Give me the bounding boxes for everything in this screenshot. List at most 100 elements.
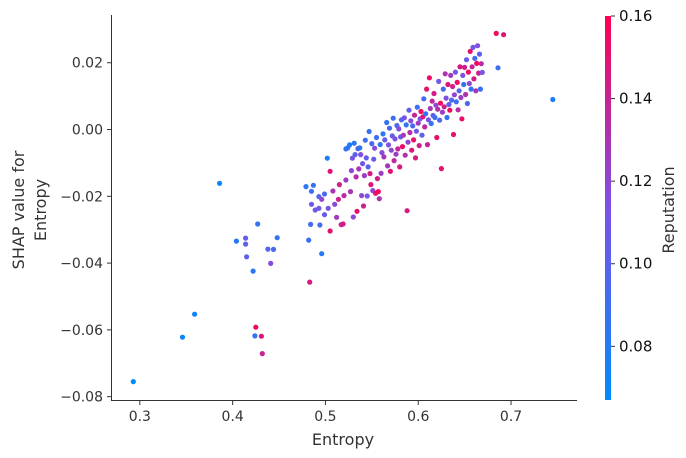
y-axis-title-line-2: Entropy (31, 179, 50, 241)
scatter-point (453, 99, 459, 105)
scatter-point (470, 44, 476, 51)
scatter-point (446, 101, 452, 108)
scatter-point (376, 196, 382, 202)
scatter-point (340, 221, 346, 227)
scatter-point (471, 76, 477, 82)
scatter-point (258, 333, 264, 339)
scatter-point (243, 235, 249, 241)
scatter-point (459, 116, 465, 122)
colorbar-ticks: 0.08 0.10 0.12 0.14 0.16 (611, 7, 652, 355)
scatter-point (351, 140, 357, 146)
scatter-point (363, 155, 369, 161)
scatter-point (424, 86, 430, 92)
scatter-point (468, 86, 474, 92)
scatter-point (426, 75, 432, 81)
scatter-point (421, 96, 427, 102)
scatter-point (493, 30, 499, 36)
scatter-point (357, 145, 363, 151)
scatter-point (308, 221, 314, 227)
scatter-point (350, 214, 356, 220)
scatter-point (463, 57, 470, 63)
colorbar-label: Reputation (659, 166, 678, 253)
scatter-point (130, 379, 136, 385)
scatter-point (382, 137, 388, 143)
scatter-point (423, 111, 429, 117)
scatter-point (450, 83, 456, 90)
scatter-point (428, 120, 434, 127)
scatter-point (452, 69, 458, 75)
scatter-point (463, 91, 469, 98)
scatter-point (354, 208, 360, 214)
y-axis-title: SHAP value for Entropy (9, 150, 50, 269)
scatter-point (455, 107, 461, 113)
scatter-point (472, 55, 478, 62)
scatter-point (477, 86, 483, 92)
scatter-point (411, 137, 417, 143)
scatter-point (259, 351, 265, 357)
scatter-point (321, 212, 328, 218)
scatter-point (371, 156, 377, 162)
scatter-point (457, 64, 463, 70)
colorbar-tick-label: 0.16 (619, 7, 652, 25)
scatter-point (435, 106, 441, 112)
scatter-point (412, 155, 419, 161)
scatter-point (401, 115, 407, 121)
scatter-point (432, 114, 438, 121)
scatter-point (379, 150, 385, 156)
scatter-point (367, 171, 373, 177)
scatter-point (450, 131, 457, 138)
scatter-point (478, 61, 484, 67)
scatter-point (434, 134, 440, 141)
scatter-point (369, 141, 375, 147)
scatter-point (399, 144, 406, 150)
scatter-point (495, 65, 501, 71)
scatter-point (465, 69, 471, 75)
colorbar-tick-label: 0.10 (619, 255, 652, 273)
y-tick-label: −0.02 (60, 189, 103, 205)
scatter-point (404, 208, 410, 214)
y-tick-label: −0.08 (60, 390, 103, 406)
scatter-point (252, 333, 258, 339)
scatter-point (319, 196, 325, 202)
scatter-point (349, 155, 355, 161)
scatter-point (385, 142, 392, 148)
scatter-point (327, 228, 333, 234)
scatter-point (409, 147, 415, 153)
scatter-point (413, 128, 419, 134)
scatter-point (179, 334, 186, 340)
scatter-point (387, 168, 393, 174)
scatter-point (325, 205, 331, 211)
y-tick-label: 0.00 (72, 123, 103, 139)
scatter-point (377, 142, 383, 148)
x-ticks: 0.3 0.4 0.5 0.6 0.7 (129, 400, 522, 425)
scatter-point (385, 163, 391, 169)
scatter-point (440, 86, 446, 92)
scatter-point (458, 94, 464, 101)
scatter-point (424, 142, 431, 148)
scatter-point (366, 128, 372, 135)
scatter-point (427, 105, 433, 112)
scatter-point (373, 134, 380, 141)
scatter-point (448, 72, 454, 78)
scatter-point (372, 145, 378, 151)
scatter-point (433, 102, 439, 108)
scatter-point (447, 107, 453, 113)
scatter-point (362, 137, 368, 143)
scatter-point (358, 152, 364, 158)
colorbar-tick-label: 0.14 (619, 90, 652, 108)
scatter-point (360, 161, 366, 167)
scatter-point (415, 120, 421, 126)
scatter-point (466, 80, 472, 87)
scatter-point (425, 117, 431, 123)
scatter-point (445, 81, 451, 88)
scatter-point (306, 237, 312, 243)
scatter-point (402, 152, 408, 158)
scatter-point (310, 182, 316, 188)
scatter-point (327, 168, 333, 174)
scatter-point (334, 214, 340, 220)
scatter-point (303, 184, 309, 190)
scatter-point (418, 108, 424, 115)
scatter-point (308, 201, 315, 207)
scatter-point (449, 97, 455, 103)
